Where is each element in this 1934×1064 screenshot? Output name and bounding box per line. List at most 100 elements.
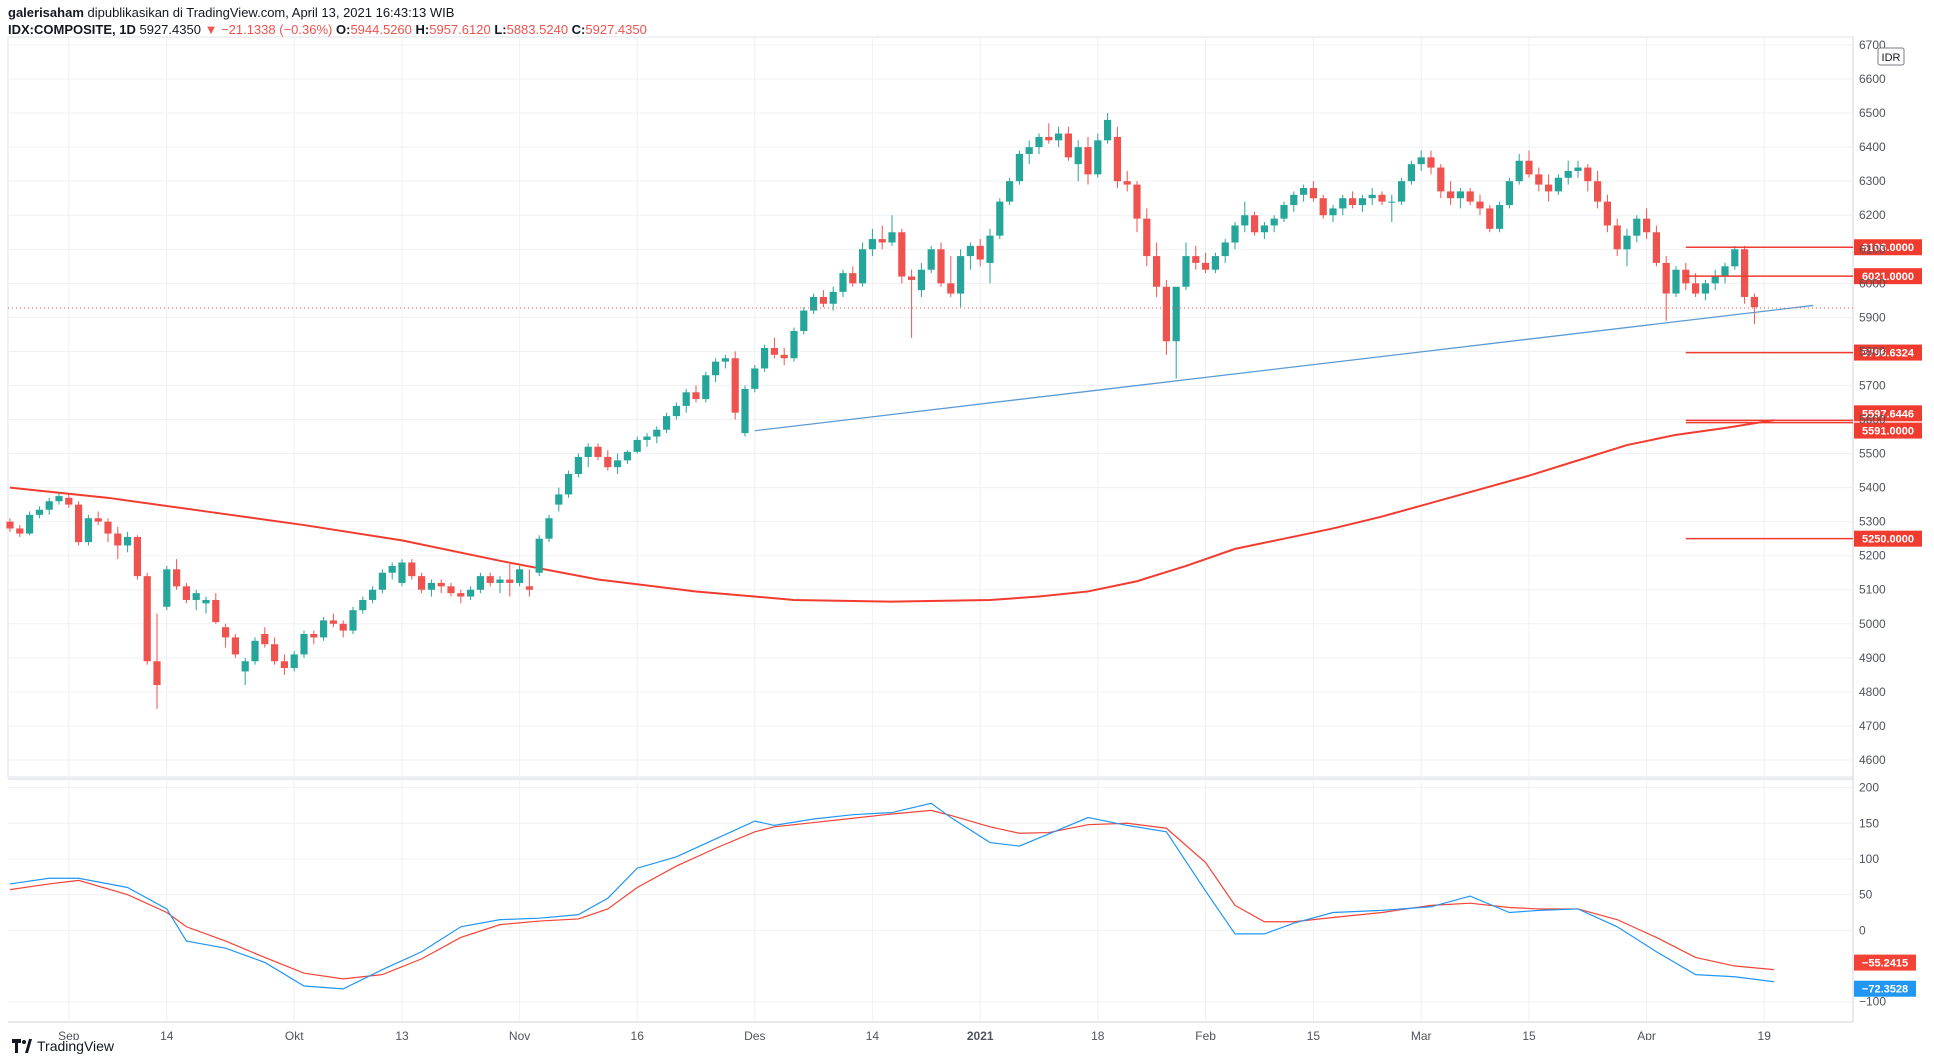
candle-body [1682,269,1690,284]
candle [280,654,288,675]
candle-body [104,521,112,534]
last-price-text: 5927.4350 [139,22,201,37]
candle [104,518,112,543]
candle [623,450,631,464]
price-tick-label: 6000 [1859,276,1886,290]
candle [26,511,34,536]
candle [1643,208,1651,240]
candle [1545,174,1553,202]
candle-body [1006,181,1014,202]
candle-body [761,348,769,369]
candle-body [1476,201,1484,209]
candle-body [1407,164,1415,182]
candle-body [1358,198,1366,206]
price-tick-label: 6400 [1859,140,1886,154]
candle-body [898,232,906,277]
price-tick-label: 5300 [1859,515,1886,529]
candle-body [1378,194,1386,202]
candle [1309,181,1317,202]
level-lines[interactable]: 6106.0000 6021.0000 5796.6324 5597.6446 5591… [1685,239,1922,547]
candle [290,651,298,672]
candle-body [525,586,533,590]
candle-body [1554,177,1562,192]
osc-series-line [9,809,1775,980]
candle-body [1035,136,1043,148]
candle-body [182,586,190,600]
candle [888,215,896,246]
candle [614,453,622,474]
candle [672,402,680,420]
candle-body [271,644,279,662]
candle [261,627,269,648]
candle [1055,126,1063,148]
candle [1006,177,1014,206]
osc-tick-label: 0 [1859,923,1866,937]
candle-body [565,473,573,495]
candle [829,286,837,311]
publisher-name[interactable]: galerisaham [8,5,84,20]
candle-body [1594,181,1602,202]
support-trendline[interactable] [754,304,1814,432]
candle [1447,181,1455,206]
candle [173,559,181,590]
candle-body [957,256,965,294]
candle-body [1172,286,1180,342]
candle [1251,211,1259,236]
candle [1750,293,1758,325]
high-value: 5957.6120 [429,22,491,37]
candle [251,637,259,665]
candle-body [888,232,896,243]
time-tick-label: Des [744,1029,765,1040]
trendline[interactable] [754,304,1814,432]
candle [1378,191,1386,206]
candle [1074,140,1082,182]
price-tick-label: 6100 [1859,242,1886,256]
candle [947,256,955,297]
candle [202,596,210,614]
symbol-name[interactable]: IDX:COMPOSITE, 1D [8,22,136,37]
candle [761,344,769,372]
candle [1162,279,1170,355]
candle [780,348,788,366]
candle [133,535,141,580]
candle-body [437,582,445,587]
candle [1505,177,1513,209]
candle-body [643,436,651,440]
open-label: O: [335,22,351,37]
candle [849,266,857,287]
candle-body [721,358,729,362]
candle-body [1692,283,1700,294]
candle [1143,208,1151,267]
candle-body [986,235,994,263]
candle [1652,225,1660,267]
candle [1300,184,1308,202]
candle-body [859,249,867,284]
candle-body [506,579,514,583]
candle-body [1662,262,1670,294]
price-chart[interactable]: 6106.0000 6021.0000 5796.6324 5597.6446 5591… [0,0,1934,1040]
candle [1368,187,1376,206]
candle [957,249,965,308]
close-value: 5927.4350 [585,22,647,37]
level-badge [1854,344,1922,361]
candle [16,525,24,537]
candle-body [1672,269,1680,294]
candle-body [790,330,798,359]
candle [868,228,876,257]
candle-body [1319,198,1327,216]
candle-body [810,296,818,311]
candle-body [653,429,661,437]
candle-body [476,576,484,590]
candle-body [1437,167,1445,192]
candle [182,582,190,604]
candle [1692,273,1700,297]
candle-body [1045,136,1053,141]
candle-body [359,599,367,611]
candle [320,616,328,641]
time-tick-label: Apr [1637,1029,1656,1040]
osc-value-badge [1854,954,1916,971]
candle-body [1584,167,1592,182]
candle [369,586,377,604]
candle [300,630,308,658]
price-tick-label: 4800 [1859,685,1886,699]
